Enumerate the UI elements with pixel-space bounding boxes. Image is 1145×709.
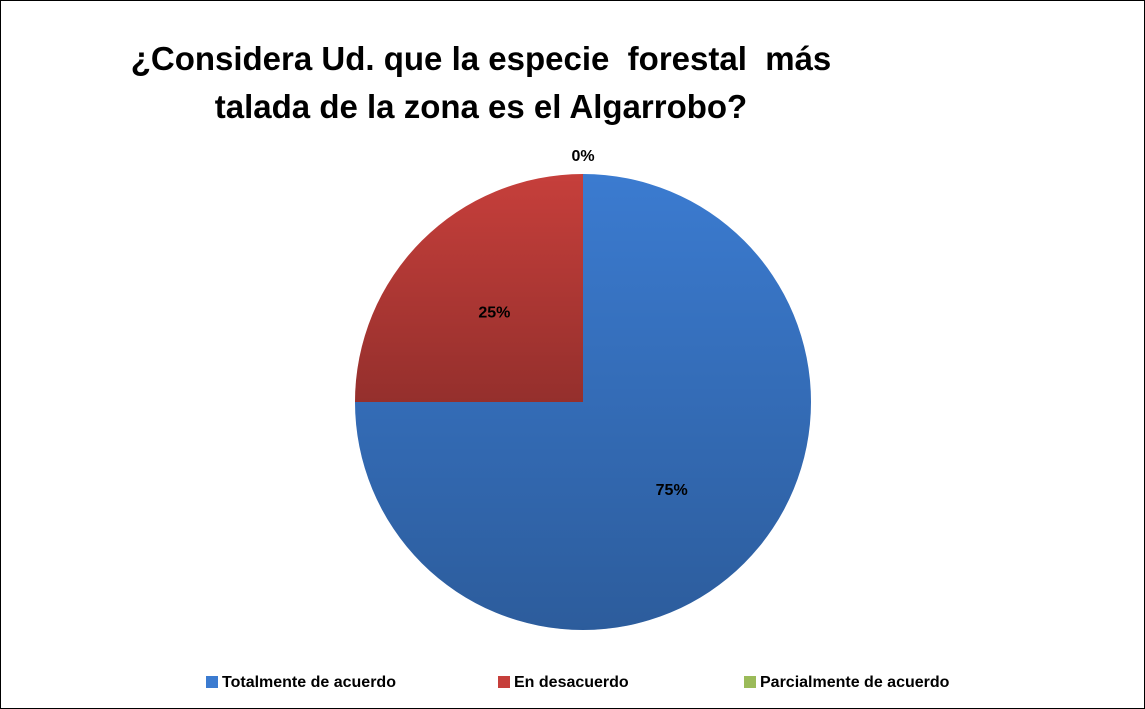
legend-label: Parcialmente de acuerdo bbox=[760, 674, 950, 691]
chart-title: ¿Considera Ud. que la especie forestal m… bbox=[130, 40, 841, 125]
data-label: 25% bbox=[478, 305, 510, 322]
legend-swatch bbox=[206, 676, 218, 688]
data-label: 75% bbox=[656, 482, 688, 499]
data-label: 0% bbox=[571, 148, 594, 165]
legend-label: En desacuerdo bbox=[514, 674, 629, 691]
pie-slice-shade bbox=[355, 174, 583, 402]
legend-swatch bbox=[498, 676, 510, 688]
legend-label: Totalmente de acuerdo bbox=[222, 674, 396, 691]
legend-swatch bbox=[744, 676, 756, 688]
